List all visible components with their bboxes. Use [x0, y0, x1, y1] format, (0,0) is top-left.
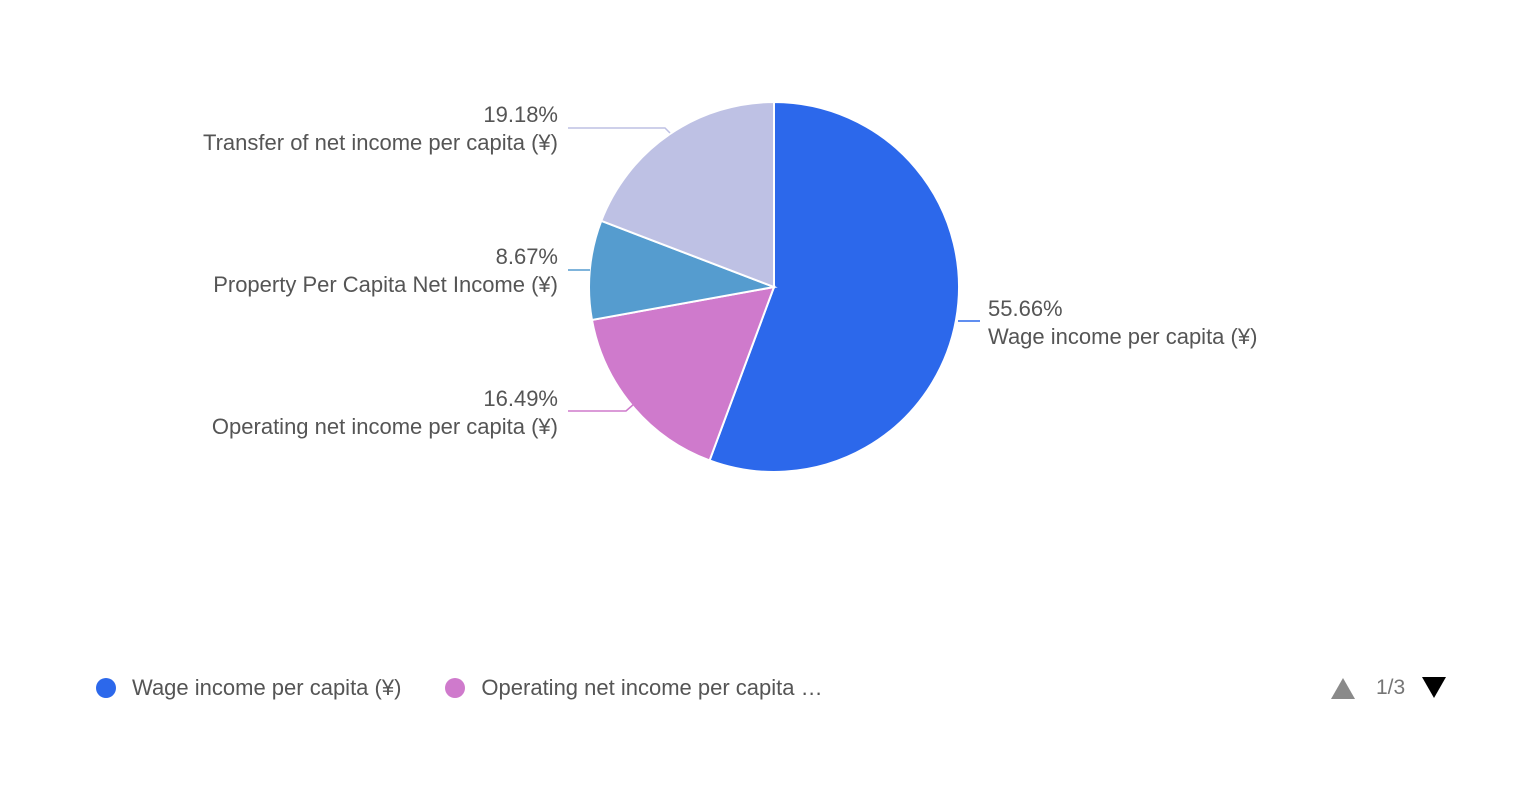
- triangle-up-icon[interactable]: [1330, 676, 1356, 700]
- slice-name-label: Transfer of net income per capita (¥): [203, 130, 558, 155]
- legend-label: Operating net income per capita …: [481, 675, 823, 700]
- legend-item-wage[interactable]: Wage income per capita (¥): [96, 675, 401, 701]
- pie-slices: [588, 100, 960, 473]
- legend-pager: 1/3: [1330, 672, 1447, 704]
- slice-labels: 55.66% Wage income per capita (¥) 16.49% Op…: [203, 102, 1257, 439]
- legend-swatch: [96, 678, 116, 698]
- leader-line: [568, 127, 671, 134]
- page-indicator: 1/3: [1376, 676, 1406, 699]
- slice-name-label: Operating net income per capita (¥): [212, 414, 558, 439]
- leader-line: [568, 403, 635, 412]
- slice-percent-label: 55.66%: [988, 296, 1063, 321]
- pie-slice[interactable]: [708, 100, 960, 473]
- legend-label: Wage income per capita (¥): [132, 675, 402, 700]
- slice-name-label: Property Per Capita Net Income (¥): [213, 272, 558, 297]
- legend-swatch: [445, 678, 466, 698]
- leader-lines: [568, 127, 980, 412]
- slice-percent-label: 16.49%: [483, 386, 558, 411]
- slice-percent-label: 19.18%: [483, 102, 558, 127]
- pie-slice[interactable]: [599, 100, 775, 289]
- legend: Wage income per capita (¥) Operating net…: [96, 672, 867, 704]
- slice-name-label: Wage income per capita (¥): [988, 324, 1257, 349]
- slice-percent-label: 8.67%: [496, 244, 558, 269]
- triangle-down-icon[interactable]: [1421, 676, 1447, 700]
- legend-item-operating[interactable]: Operating net income per capita …: [445, 675, 823, 701]
